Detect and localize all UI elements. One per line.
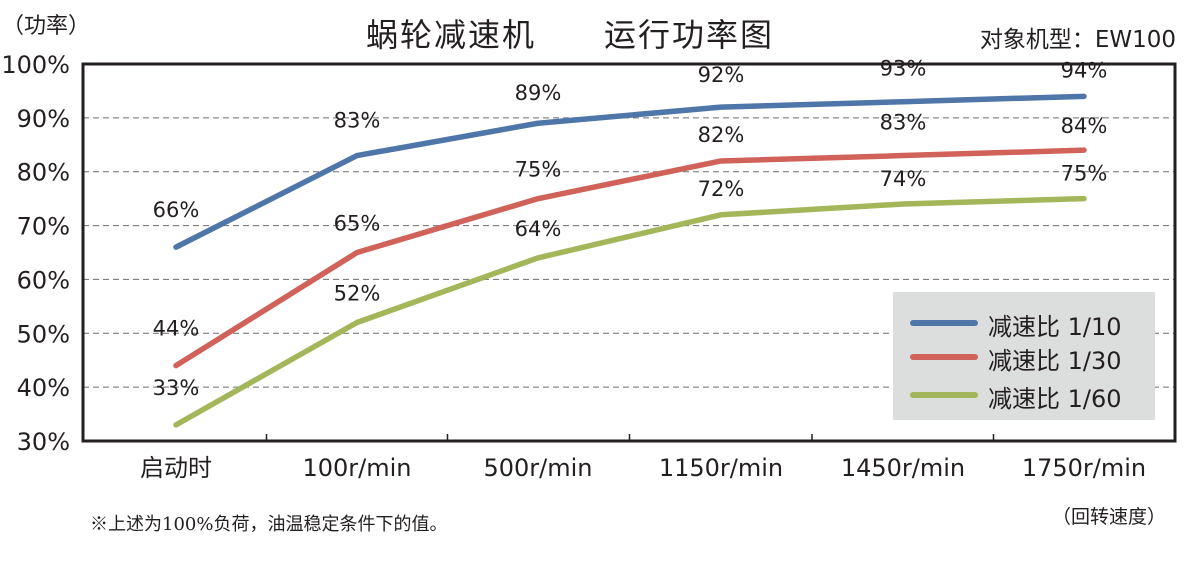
data-label-s0-p0: 66% [153, 198, 200, 222]
target-model-label: 对象机型：EW100 [980, 20, 1176, 54]
y-tick-label-90: 90% [17, 105, 70, 133]
footnote: ※上述为100%负荷，油温稳定条件下的值。 [90, 510, 447, 536]
data-label-s1-p5: 84% [1061, 114, 1108, 138]
x-tick-label-1: 100r/min [302, 454, 411, 482]
data-label-s2-p0: 33% [153, 376, 200, 400]
data-label-s0-p3: 92% [698, 63, 745, 87]
data-label-s0-p1: 83% [334, 109, 381, 133]
y-tick-label-40: 40% [17, 374, 70, 402]
y-tick-label-70: 70% [17, 213, 70, 241]
power-chart: 30% 40% 50% 60% 70% 80% 90% 100% 启动时 100r/min 500r… [0, 0, 1192, 575]
y-tick-label-60: 60% [17, 266, 70, 294]
data-label-s1-p1: 65% [334, 212, 381, 236]
legend-item-ratio-1-30: 减速比 1/30 [893, 340, 1155, 374]
chart-legend: 减速比 1/10 减速比 1/30 减速比 1/60 [893, 292, 1155, 420]
data-label-s0-p2: 89% [515, 81, 562, 105]
data-label-s0-p5: 94% [1061, 58, 1108, 82]
y-axis-unit-label: （功率） [2, 8, 90, 40]
data-label-s1-p3: 82% [698, 123, 745, 147]
data-label-s2-p3: 72% [698, 177, 745, 201]
x-tick-label-0: 启动时 [140, 454, 212, 482]
data-label-s1-p2: 75% [515, 158, 562, 182]
data-label-s1-p4: 83% [880, 111, 927, 135]
x-tick-label-2: 500r/min [483, 454, 592, 482]
x-axis-unit-label: （回转速度） [1052, 502, 1166, 529]
y-tick-label-50: 50% [17, 320, 70, 348]
x-tick-label-4: 1450r/min [841, 454, 965, 482]
data-label-s2-p4: 74% [880, 167, 927, 191]
legend-swatch-ratio-1-60 [910, 392, 978, 398]
x-tick-label-5: 1750r/min [1022, 454, 1146, 482]
legend-label-ratio-1-10: 减速比 1/10 [988, 307, 1122, 342]
legend-label-ratio-1-60: 减速比 1/60 [988, 379, 1122, 414]
data-label-s2-p1: 52% [334, 282, 381, 306]
legend-item-ratio-1-60: 减速比 1/60 [893, 378, 1155, 412]
y-tick-label-30: 30% [17, 428, 70, 456]
chart-title: 蜗轮减速机 运行功率图 [366, 10, 774, 56]
x-tick-label-3: 1150r/min [659, 454, 783, 482]
data-label-s2-p2: 64% [515, 217, 562, 241]
data-label-s0-p4: 93% [880, 57, 927, 81]
legend-swatch-ratio-1-10 [910, 320, 978, 326]
data-label-s1-p0: 44% [153, 317, 200, 341]
y-tick-label-80: 80% [17, 159, 70, 187]
legend-label-ratio-1-30: 减速比 1/30 [988, 341, 1122, 376]
data-label-s2-p5: 75% [1061, 162, 1108, 186]
legend-swatch-ratio-1-30 [910, 354, 978, 360]
y-tick-label-100: 100% [1, 51, 70, 79]
legend-item-ratio-1-10: 减速比 1/10 [893, 306, 1155, 340]
